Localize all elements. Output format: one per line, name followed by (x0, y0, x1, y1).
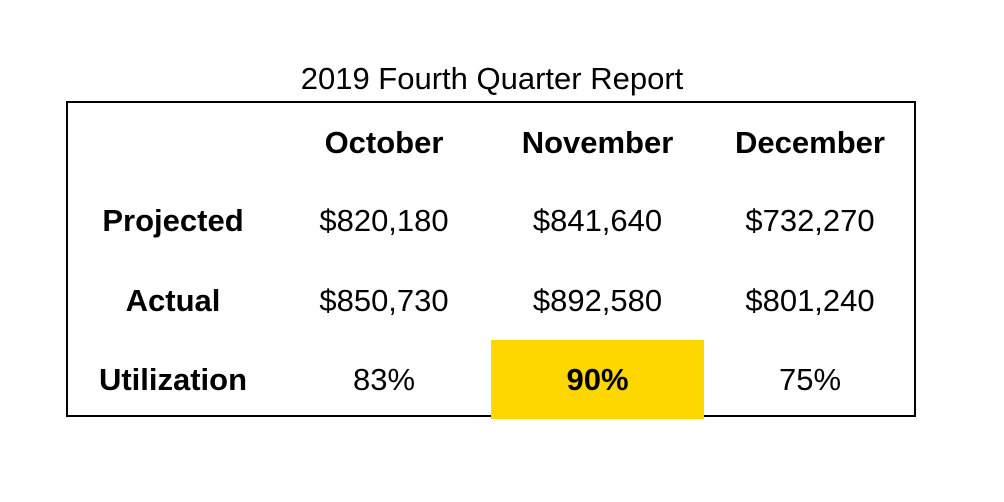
row-label-utilization: Utilization (98, 361, 248, 397)
table-cell: $732,270 (745, 202, 875, 238)
report-table: October November December Projected $820… (66, 101, 916, 419)
report-title: 2019 Fourth Quarter Report (300, 61, 684, 96)
table-cell: $820,180 (319, 202, 449, 238)
row-label-projected: Projected (102, 202, 244, 238)
table-cell: $801,240 (745, 282, 875, 318)
row-label-actual: Actual (125, 282, 221, 318)
table-cell: $841,640 (532, 202, 663, 238)
table-cell: 75% (778, 361, 842, 397)
column-header-november: November (521, 124, 674, 160)
column-header-october: October (324, 124, 444, 160)
table-cell: $892,580 (532, 282, 663, 318)
column-header-december: December (735, 124, 885, 160)
highlighted-cell: 90% (491, 340, 704, 419)
table-cell: $850,730 (319, 282, 449, 318)
table-cell: 83% (352, 361, 416, 397)
